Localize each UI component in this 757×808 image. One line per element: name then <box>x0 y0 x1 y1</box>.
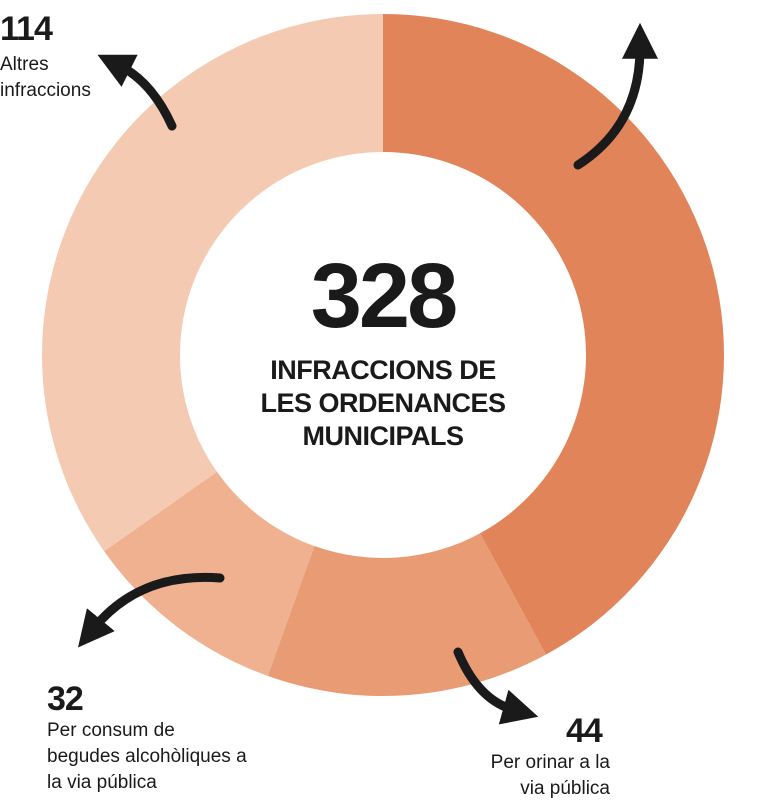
donut-segment <box>42 14 383 552</box>
arrows <box>77 22 658 725</box>
arrow <box>77 572 225 648</box>
total: 328 <box>310 245 459 347</box>
center-label: INFRACCIONS DE LES ORDENANCES MUNICIPALS <box>260 355 506 451</box>
arrow <box>573 22 658 170</box>
value-label: 114 <box>0 10 53 48</box>
category-label: Per orinar a la via pública <box>490 752 610 799</box>
donut-segment <box>267 533 546 696</box>
category-label: Altres infraccions <box>0 54 91 101</box>
donut-segment <box>383 14 725 655</box>
arrow <box>97 54 177 131</box>
value-label: 44 <box>566 712 603 750</box>
category-label: Per consum de begudes alcohòliques a la … <box>47 720 247 793</box>
value-label: 32 <box>47 680 84 718</box>
arrow <box>453 647 539 725</box>
